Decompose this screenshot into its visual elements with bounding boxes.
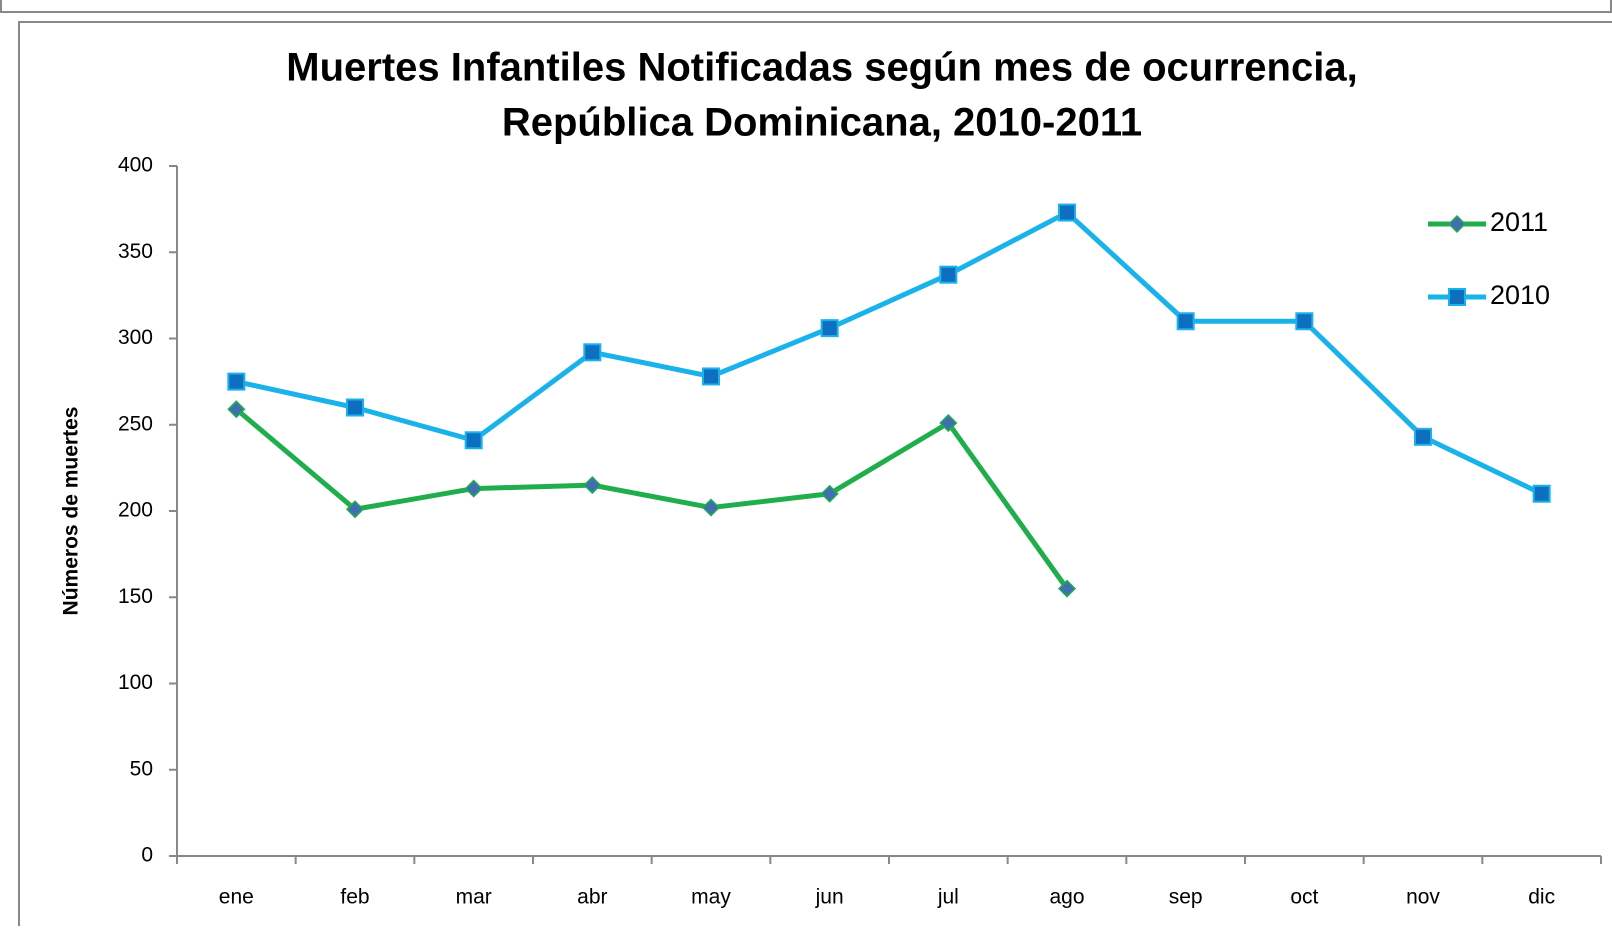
y-tick-label: 150 xyxy=(118,585,153,608)
x-tick-label: mar xyxy=(456,886,492,909)
y-tick-label: 50 xyxy=(130,757,153,780)
data-point xyxy=(1414,427,1432,446)
data-point xyxy=(227,372,246,391)
x-tick-label: ago xyxy=(1049,886,1084,909)
data-point xyxy=(227,400,246,419)
data-point xyxy=(346,398,364,417)
data-point xyxy=(820,319,839,338)
data-point xyxy=(702,367,720,386)
chart-title: República Dominicana, 2010-2011 xyxy=(502,101,1142,145)
legend-label: 2010 xyxy=(1490,280,1550,310)
y-tick-label: 200 xyxy=(118,499,153,522)
x-tick-label: feb xyxy=(340,886,369,909)
series-line xyxy=(235,210,1543,497)
x-tick-label: dic xyxy=(1528,886,1555,909)
series-line xyxy=(234,407,1070,591)
data-point xyxy=(1057,579,1077,598)
y-tick-label: 100 xyxy=(118,671,153,694)
legend-label: 2011 xyxy=(1490,207,1548,237)
x-tick-label: ene xyxy=(219,886,254,909)
legend-marker xyxy=(1447,214,1467,234)
data-point xyxy=(1176,312,1195,331)
data-point xyxy=(583,476,602,495)
data-point xyxy=(583,343,602,362)
data-point xyxy=(1532,484,1551,503)
legend-marker xyxy=(1448,288,1466,306)
top-frame xyxy=(0,0,1612,13)
x-tick-label: jun xyxy=(815,886,844,909)
chart-title: Muertes Infantiles Notificadas según mes… xyxy=(286,46,1357,90)
y-tick-label: 300 xyxy=(118,326,153,349)
x-tick-label: nov xyxy=(1406,886,1440,909)
x-tick-label: jul xyxy=(937,886,959,909)
x-tick-label: abr xyxy=(577,886,607,909)
data-point xyxy=(464,431,483,450)
data-point xyxy=(701,498,721,517)
data-point xyxy=(939,413,958,433)
x-tick-label: may xyxy=(691,886,731,909)
y-axis-label: Números de muertes xyxy=(60,407,83,616)
data-point xyxy=(820,484,839,503)
data-point xyxy=(1058,203,1076,222)
data-point xyxy=(939,265,958,284)
data-point xyxy=(345,500,365,519)
x-tick-label: sep xyxy=(1169,886,1203,909)
x-tick-label: oct xyxy=(1290,886,1318,909)
y-tick-label: 400 xyxy=(118,154,153,177)
data-point xyxy=(1295,312,1314,331)
y-tick-label: 350 xyxy=(118,240,153,263)
data-point xyxy=(464,479,483,498)
chart-frame xyxy=(18,21,1612,931)
y-tick-label: 250 xyxy=(118,412,153,435)
y-tick-label: 0 xyxy=(141,844,153,867)
